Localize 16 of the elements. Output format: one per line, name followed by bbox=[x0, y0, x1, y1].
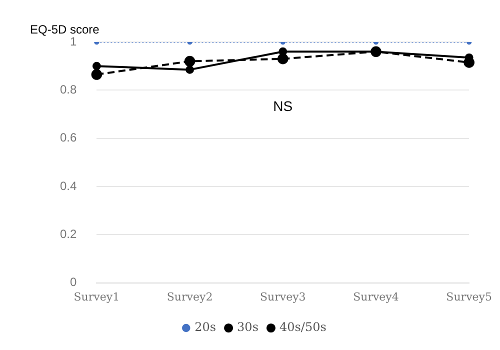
y-tick-label: 0.4 bbox=[60, 178, 77, 193]
y-axis-title: EQ-5D score bbox=[30, 22, 100, 36]
x-tick-label: Survey2 bbox=[166, 290, 213, 304]
x-tick-label: Survey4 bbox=[353, 290, 399, 304]
y-tick-label: 0.8 bbox=[60, 82, 77, 96]
x-tick-label: Survey5 bbox=[446, 290, 492, 304]
y-tick-label: 0.2 bbox=[60, 226, 77, 241]
legend-label: 40s/50s bbox=[279, 320, 326, 334]
x-tick-label: Survey3 bbox=[260, 290, 306, 304]
y-tick-label: 0.6 bbox=[60, 130, 77, 145]
x-tick-label: Survey1 bbox=[74, 290, 120, 304]
annotation: NS bbox=[273, 98, 293, 114]
legend-label: 20s bbox=[194, 320, 216, 334]
y-tick-label: 0 bbox=[70, 275, 77, 290]
legend-label: 30s bbox=[237, 320, 258, 334]
y-tick-label: 1 bbox=[70, 34, 77, 48]
